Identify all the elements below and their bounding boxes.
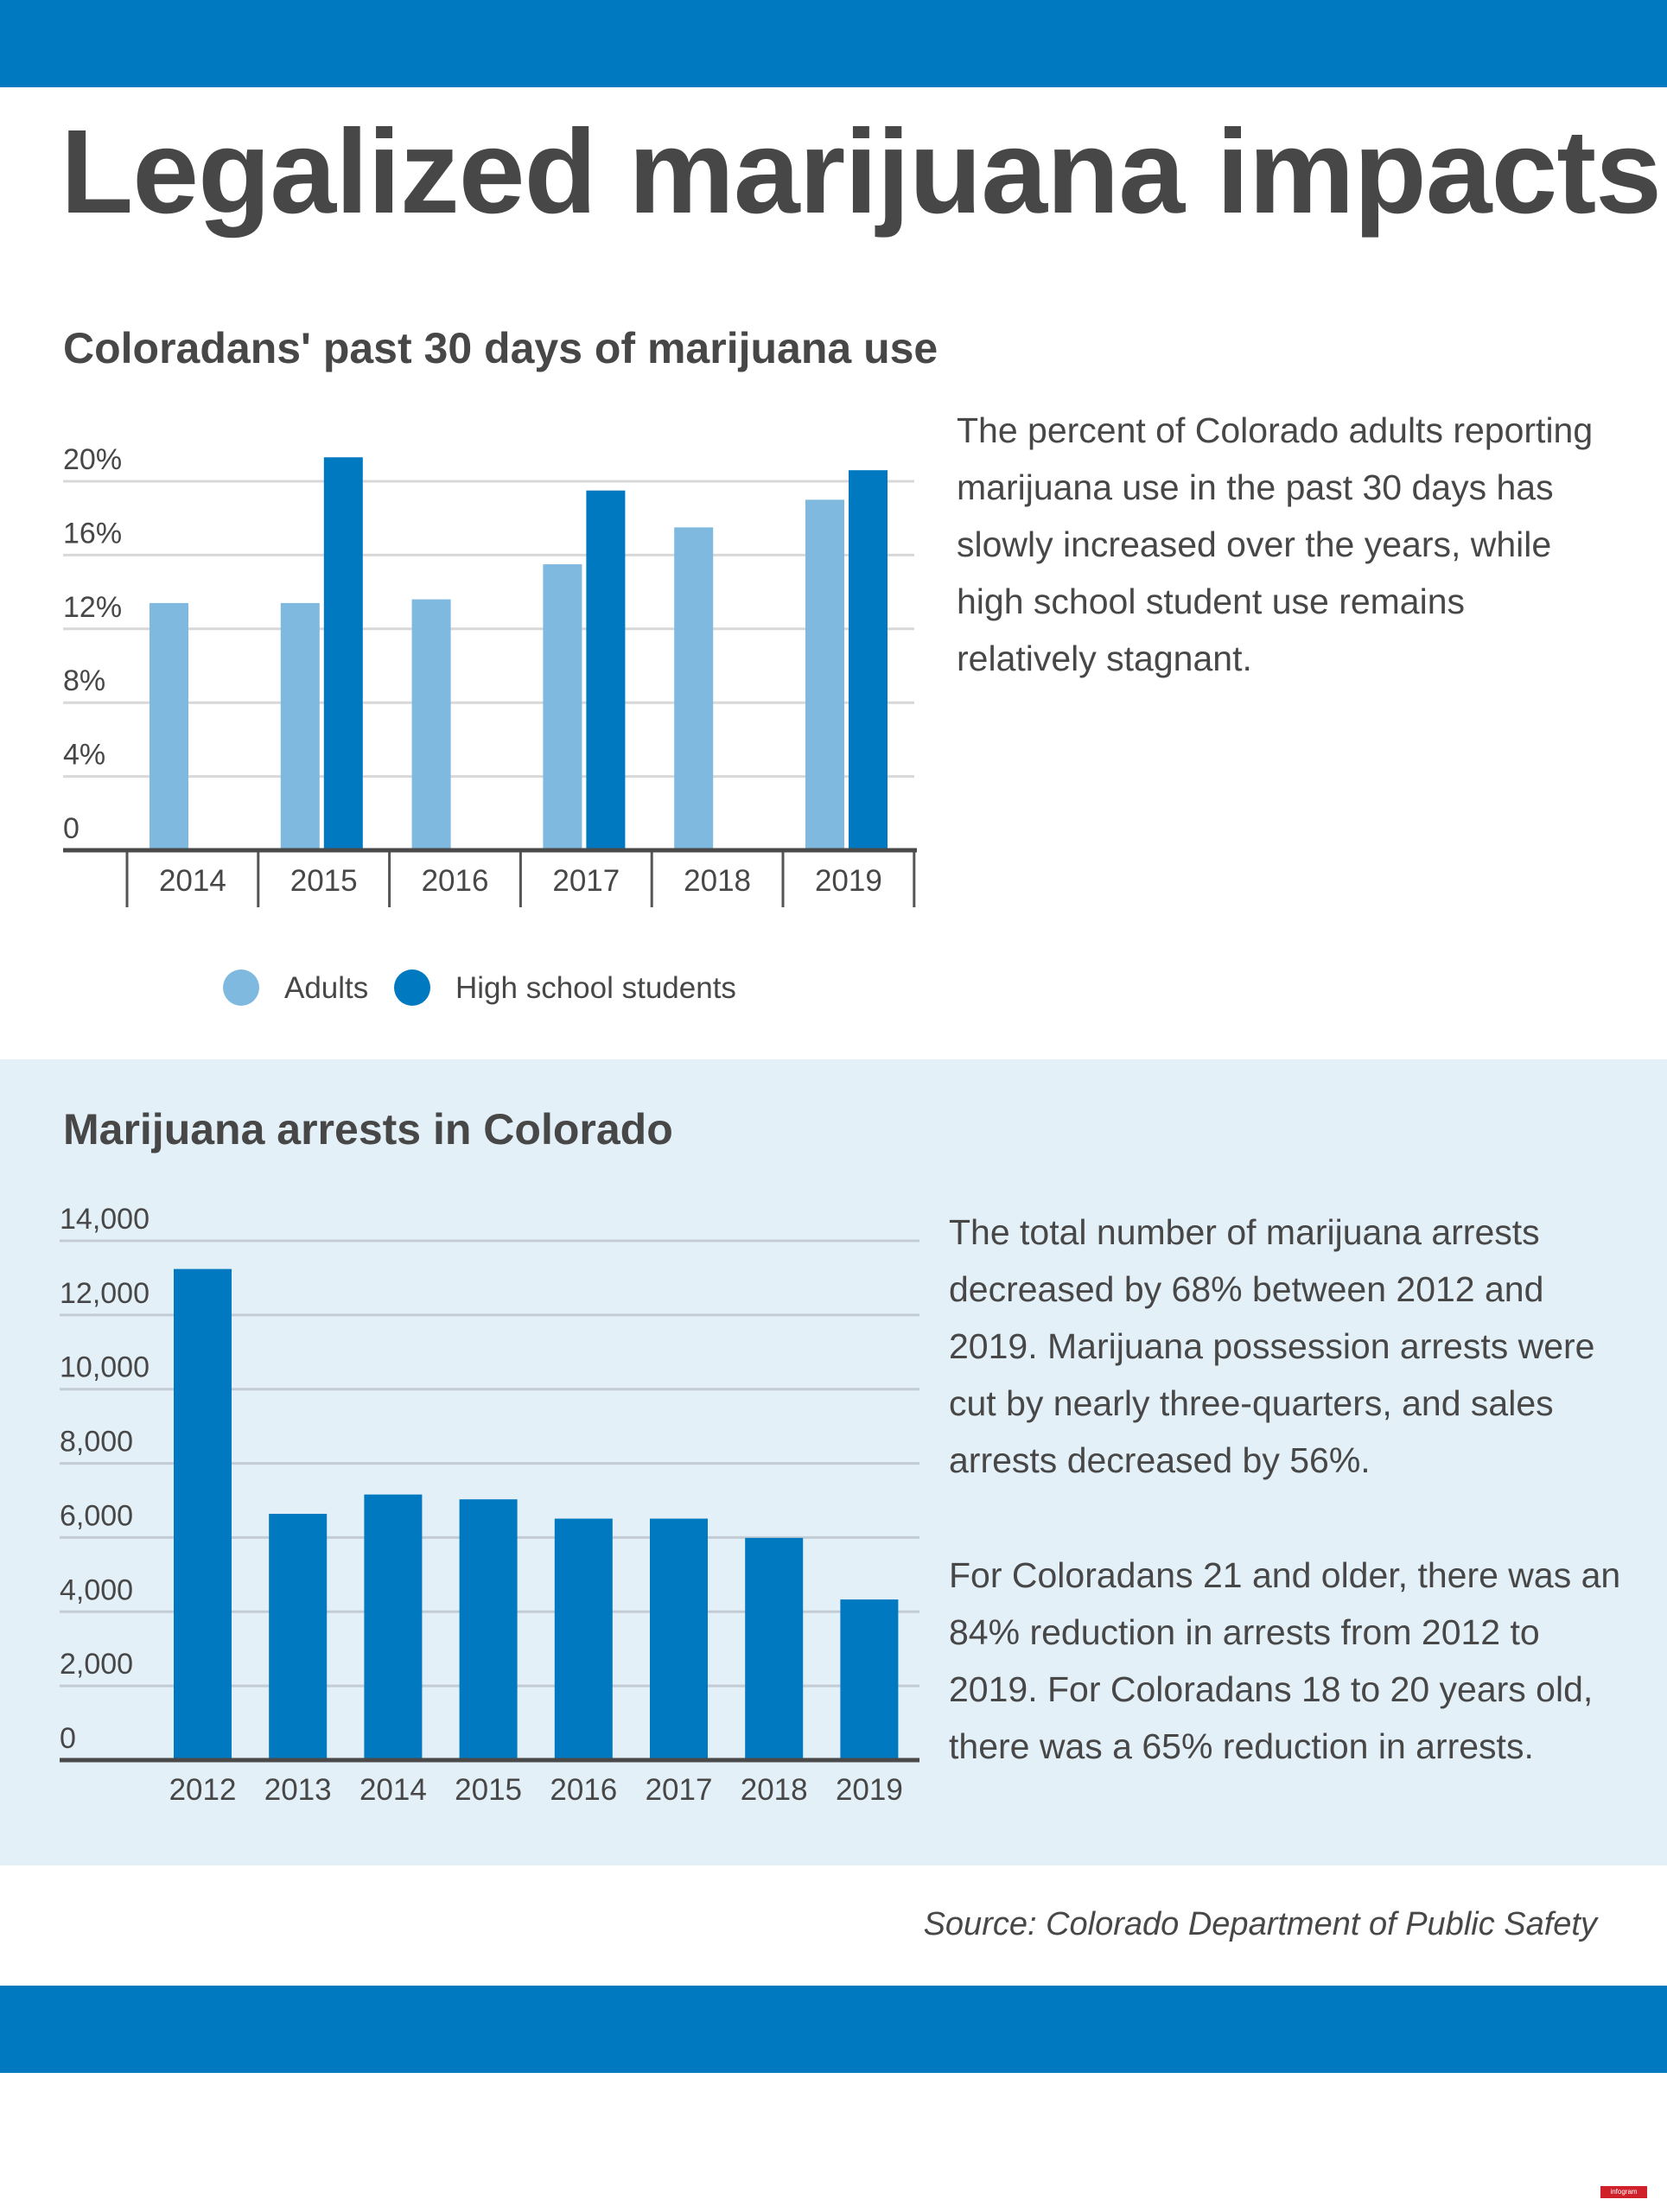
usage-description: The percent of Colorado adults reporting… — [957, 410, 1594, 678]
bar-high-school — [323, 457, 363, 850]
chart-usage: 0 4% 8% 12% 16% 20% 2014 2015 2016 2017 2018 2019 Ad… — [63, 443, 917, 1006]
x-tick-label: 2013 — [264, 1773, 332, 1807]
x-tick-label: 2018 — [741, 1773, 808, 1807]
y-tick-label: 4% — [63, 739, 105, 772]
y-tick-label: 12% — [63, 591, 122, 624]
source-note: Source: Colorado Department of Public Sa… — [923, 1906, 1597, 1942]
infogram-logo: infogram — [1600, 2186, 1647, 2198]
y-tick-label: 12,000 — [60, 1277, 150, 1310]
bar-arrests — [459, 1499, 518, 1760]
header-bar — [0, 0, 1667, 87]
x-tick-label: 2018 — [684, 864, 751, 898]
bar-arrests — [269, 1513, 328, 1760]
y-tick-label: 4,000 — [60, 1573, 133, 1606]
legend-high-school-label: High school students — [455, 971, 736, 1005]
y-tick-label: 20% — [63, 443, 122, 476]
arrests-description-1: The total number of marijuana arrests de… — [949, 1212, 1595, 1480]
bar-high-school — [849, 470, 888, 850]
x-tick-label: 2012 — [169, 1773, 237, 1807]
x-tick-label: 2017 — [552, 864, 620, 898]
y-tick-label: 8,000 — [60, 1426, 133, 1459]
bar-arrests — [174, 1268, 232, 1760]
footer-bar — [0, 1986, 1667, 2073]
x-tick-label: 2019 — [815, 864, 882, 898]
bar-arrests — [745, 1537, 804, 1760]
y-tick-label: 0 — [63, 812, 80, 845]
x-tick-label: 2016 — [550, 1773, 617, 1807]
x-tick-label: 2014 — [359, 1773, 427, 1807]
bar-arrests — [364, 1494, 423, 1760]
x-tick-label: 2019 — [836, 1773, 903, 1807]
arrests-description-2: For Coloradans 21 and older, there was a… — [949, 1555, 1621, 1766]
bar-adults — [543, 564, 582, 850]
legend-adults-label: Adults — [284, 971, 368, 1005]
x-tick-label: 2016 — [422, 864, 489, 898]
bar-adults — [411, 599, 451, 850]
y-tick-label: 0 — [60, 1722, 76, 1755]
y-tick-label: 6,000 — [60, 1499, 133, 1532]
bar-high-school — [586, 490, 626, 850]
bar-arrests — [840, 1599, 899, 1760]
bar-arrests — [650, 1518, 708, 1760]
y-tick-label: 10,000 — [60, 1351, 150, 1384]
bar-adults — [805, 499, 844, 850]
y-tick-label: 8% — [63, 664, 105, 697]
bar-arrests — [554, 1518, 613, 1760]
bar-adults — [150, 602, 188, 850]
bar-adults — [280, 602, 320, 850]
legend-adults-swatch — [223, 969, 259, 1006]
x-tick-label: 2015 — [455, 1773, 522, 1807]
bar-adults — [674, 527, 714, 850]
chart-arrests: 0 2,000 4,000 6,000 8,000 10,000 12,000 14,000 2… — [60, 1203, 919, 1807]
y-tick-label: 14,000 — [60, 1203, 150, 1236]
x-tick-label: 2015 — [290, 864, 358, 898]
chart1-title: Coloradans' past 30 days of marijuana us… — [63, 324, 938, 372]
x-tick-label: 2014 — [159, 864, 226, 898]
page-title: Legalized marijuana impacts — [60, 105, 1662, 238]
y-tick-label: 2,000 — [60, 1648, 133, 1681]
x-tick-label: 2017 — [646, 1773, 713, 1807]
y-tick-label: 16% — [63, 517, 122, 550]
legend-high-school-swatch — [394, 969, 430, 1006]
chart2-title: Marijuana arrests in Colorado — [63, 1105, 673, 1154]
